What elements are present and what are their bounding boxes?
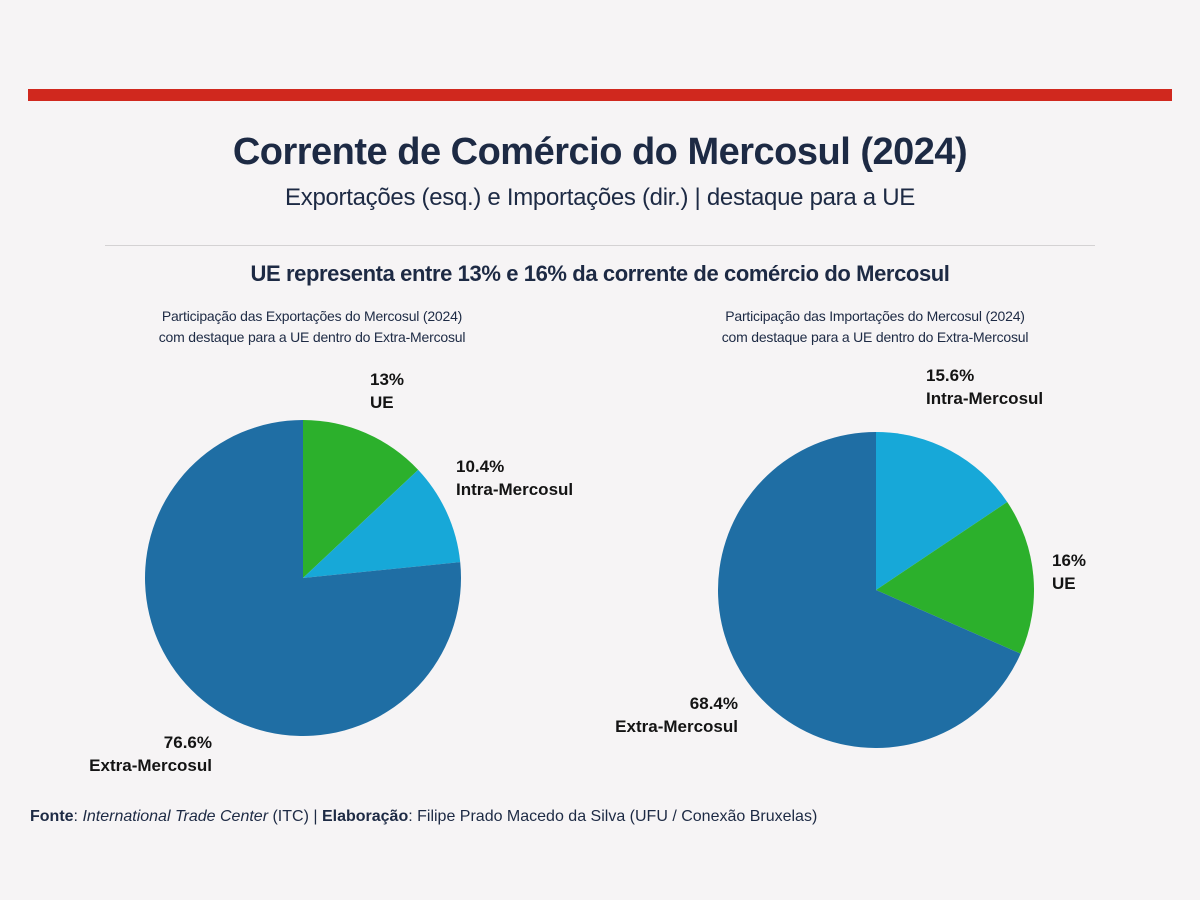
slice-percent: 76.6% — [163, 733, 212, 752]
top-accent-bar — [28, 89, 1172, 101]
pie-slice-intra-mercosul — [303, 469, 461, 578]
pie-slice-intra-mercosul — [876, 432, 1008, 590]
divider-line — [105, 245, 1095, 246]
slice-percent: 68.4% — [689, 694, 738, 713]
elaboration-label: Elaboração — [321, 808, 409, 825]
source-label: Fonte — [30, 808, 74, 825]
chart-title-importacoes: Participação das Importações do Mercosul… — [625, 306, 1125, 348]
pie-slice-extra-mercosul — [718, 432, 1021, 748]
pie-chart-importacoes — [718, 432, 1034, 748]
source-suffix: (ITC) | — [268, 808, 322, 825]
page-title: Corrente de Comércio do Mercosul (2024) — [232, 131, 968, 173]
slice-label-ue: 13% UE — [370, 368, 404, 414]
source-note: Fonte: International Trade Center (ITC) … — [30, 808, 1170, 826]
slice-label-intra-mercosul: 15.6% Intra-Mercosul — [926, 364, 1043, 410]
chart-title-line1: Participação das Exportações do Mercosul… — [161, 308, 463, 324]
slice-percent: 10.4% — [456, 457, 505, 476]
slice-name: Extra-Mercosul — [89, 756, 212, 775]
pie-chart-exportacoes — [145, 420, 461, 736]
slice-label-ue: 16% UE — [1052, 549, 1086, 595]
key-message: UE representa entre 13% e 16% da corrent… — [250, 261, 950, 286]
slice-percent: 13% — [370, 370, 405, 389]
chart-title-line1: Participação das Importações do Mercosul… — [725, 308, 1025, 324]
pie-slice-ue — [303, 420, 419, 578]
slice-label-extra-mercosul: 76.6% Extra-Mercosul — [89, 731, 212, 777]
slice-name: UE — [370, 393, 394, 412]
elaboration-text: : Filipe Prado Macedo da Silva (UFU / Co… — [408, 808, 818, 825]
slice-name: Extra-Mercosul — [615, 717, 738, 736]
slice-name: Intra-Mercosul — [926, 389, 1044, 408]
slice-percent: 16% — [1052, 551, 1087, 570]
slice-label-extra-mercosul: 68.4% Extra-Mercosul — [615, 692, 738, 738]
page-subtitle: Exportações (esq.) e Importações (dir.) … — [285, 184, 915, 211]
slice-name: Intra-Mercosul — [456, 480, 574, 499]
chart-title-line2: com destaque para a UE dentro do Extra-M… — [158, 329, 466, 345]
source-name: International Trade Center — [82, 808, 269, 825]
chart-title-line2: com destaque para a UE dentro do Extra-M… — [721, 329, 1029, 345]
source-separator: : — [73, 808, 83, 825]
pie-slice-extra-mercosul — [145, 420, 461, 736]
pie-slice-ue — [876, 502, 1034, 654]
slice-label-intra-mercosul: 10.4% Intra-Mercosul — [456, 455, 573, 501]
chart-title-exportacoes: Participação das Exportações do Mercosul… — [62, 306, 562, 348]
slice-percent: 15.6% — [926, 366, 975, 385]
slice-name: UE — [1052, 574, 1076, 593]
